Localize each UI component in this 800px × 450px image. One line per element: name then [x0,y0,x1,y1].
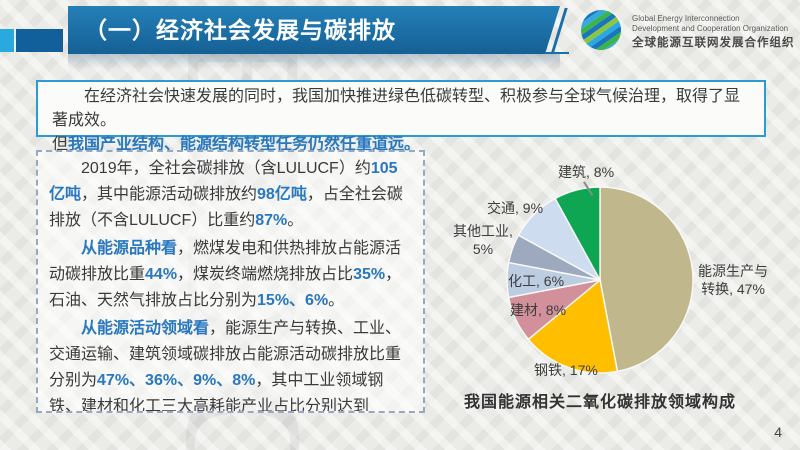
pie-chart: 能源生产与转换, 47% 钢铁, 17% 建材, 8% 化工, 6% 其他工业, 5% 交… [430,150,800,430]
text-segment: ，石油、天然气排放占比分别为 [49,266,402,309]
stats-paragraph-activity-sectors: 从能源活动领域看，能源生产与转换、工业、交通运输、建筑领域碳排放占能源活动碳排放… [49,316,412,413]
logo-text: Global Energy Interconnection Developmen… [632,14,795,51]
decor-square-dark [16,29,63,52]
text-segment: 87% [255,212,288,229]
text-segment: 105亿吨 [49,160,398,203]
text-segment: 。 [328,292,345,309]
banner-reflection [68,54,560,69]
text-segment: ，占全社会碳排放（不含LULUCF）比重约 [49,186,403,229]
globe-icon [573,2,629,58]
stats-paragraph-emissions-total: 2019年，全社会碳排放（含LULUCF）约105亿吨，其中能源活动碳排放约98… [49,156,412,234]
org-logo: Global Energy Interconnection Developmen… [573,2,795,58]
pie-label-2: 建材, 8% [510,302,567,318]
text-segment: ，燃煤发电和供热排放占能源活动碳排放比重 [49,240,402,283]
text-segment: 15%、6% [257,292,329,309]
pie-slice-1 [527,278,619,374]
pie-label-4: 其他工业, 5% [453,223,513,257]
text-segment: ，其中工业领域钢铁、建材和化工三大高耗能产业占比分别达到 [49,372,384,413]
stats-panel: 2019年，全社会碳排放（含LULUCF）约105亿吨，其中能源活动碳排放约98… [36,150,425,413]
text-segment: 44% [145,266,178,283]
page-number: 4 [774,424,782,440]
pie-svg [506,186,694,374]
logo-text-cn: 全球能源互联网发展合作组织 [632,37,795,49]
stats-paragraph-energy-types: 从能源品种看，燃煤发电和供热排放占能源活动碳排放比重44%，煤炭终端燃烧排放占比… [49,236,412,314]
logo-text-en-2: Development and Cooperation Organization [632,24,789,33]
decor-square-light [0,29,14,52]
text-segment: 。 [287,212,304,229]
text-segment: ，其中能源活动碳排放约 [81,186,258,203]
logo-text-en-1: Global Energy Interconnection [632,14,740,23]
text-segment: 47%、36%、9%、8% [97,372,256,389]
pie-label-6: 建筑, 8% [558,164,615,180]
text-segment: 我国产业结构、能源结构转型任务仍然任重道远。 [68,136,421,153]
text-segment: ，能源生产与转换、工业、交通运输、建筑领域碳排放占能源活动碳排放比重分别为 [49,320,402,389]
header-banner: （一）经济社会发展与碳排放 [68,6,560,54]
text-segment: 98亿吨 [257,186,307,203]
text-segment: 2019年，全社会碳排放（含LULUCF）约 [81,160,371,177]
pie-label-5: 交通, 9% [487,200,544,216]
text-segment: 从能源品种看 [81,240,178,257]
pie-label-1: 钢铁, 17% [534,362,598,378]
text-segment: 从能源活动领域看 [81,320,210,337]
text-segment: 但 [52,136,69,153]
intro-box: 在经济社会快速发展的同时，我国加快推进绿色低碳转型、积极参与全球气候治理，取得了… [36,80,766,153]
pie-caption: 我国能源相关二氧化碳排放领域构成 [463,394,736,411]
pie-slice-0 [599,186,694,373]
pie-slice-6 [554,186,601,281]
pie-label-0: 能源生产与转换, 47% [698,263,768,297]
text-segment: 在经济社会快速发展的同时，我国加快推进绿色低碳转型、积极参与全球气候治理，取得了… [52,88,741,129]
pie-label-3: 化工, 6% [508,273,565,289]
banner-underline-decor [545,52,569,54]
text-segment: 35% [353,266,386,283]
slide-title: （一）经济社会发展与碳排放 [84,17,396,43]
text-segment: ，煤炭终端燃烧排放占比 [177,266,354,283]
